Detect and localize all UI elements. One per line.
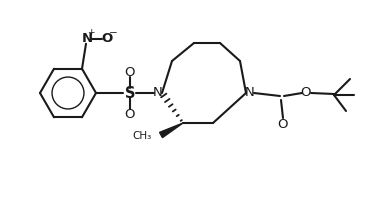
Text: N: N (82, 32, 93, 45)
Text: O: O (301, 87, 311, 99)
Text: O: O (278, 119, 288, 131)
Text: O: O (102, 32, 113, 45)
Text: +: + (87, 28, 95, 37)
Text: O: O (125, 108, 135, 120)
Text: N: N (153, 87, 163, 99)
Polygon shape (160, 123, 183, 138)
Text: N: N (245, 87, 255, 99)
Text: O: O (125, 66, 135, 78)
Text: CH₃: CH₃ (133, 131, 152, 141)
Text: −: − (109, 28, 117, 38)
Text: S: S (125, 85, 135, 100)
